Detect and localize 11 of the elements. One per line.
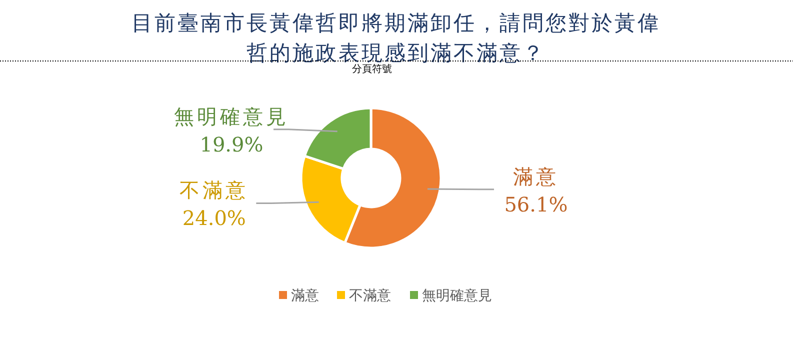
slice-label: 不滿意 bbox=[180, 178, 249, 202]
legend-label: 不滿意 bbox=[349, 288, 391, 304]
data-label: 19.9% bbox=[200, 132, 264, 156]
data-label: 56.1% bbox=[504, 192, 568, 216]
text: 分頁符號 bbox=[352, 63, 392, 75]
slice-label: 無明確意見 bbox=[174, 104, 289, 128]
data-label: 24.0% bbox=[182, 206, 246, 230]
legend-label: 滿意 bbox=[291, 288, 319, 304]
legend-label: 無明確意見 bbox=[422, 288, 492, 304]
slice-label: 滿意 bbox=[512, 164, 559, 188]
chart-title: 目前臺南市長黃偉哲即將期滿卸任，請問您對於黃偉哲的施政表現感到滿不滿意？ bbox=[132, 11, 660, 65]
